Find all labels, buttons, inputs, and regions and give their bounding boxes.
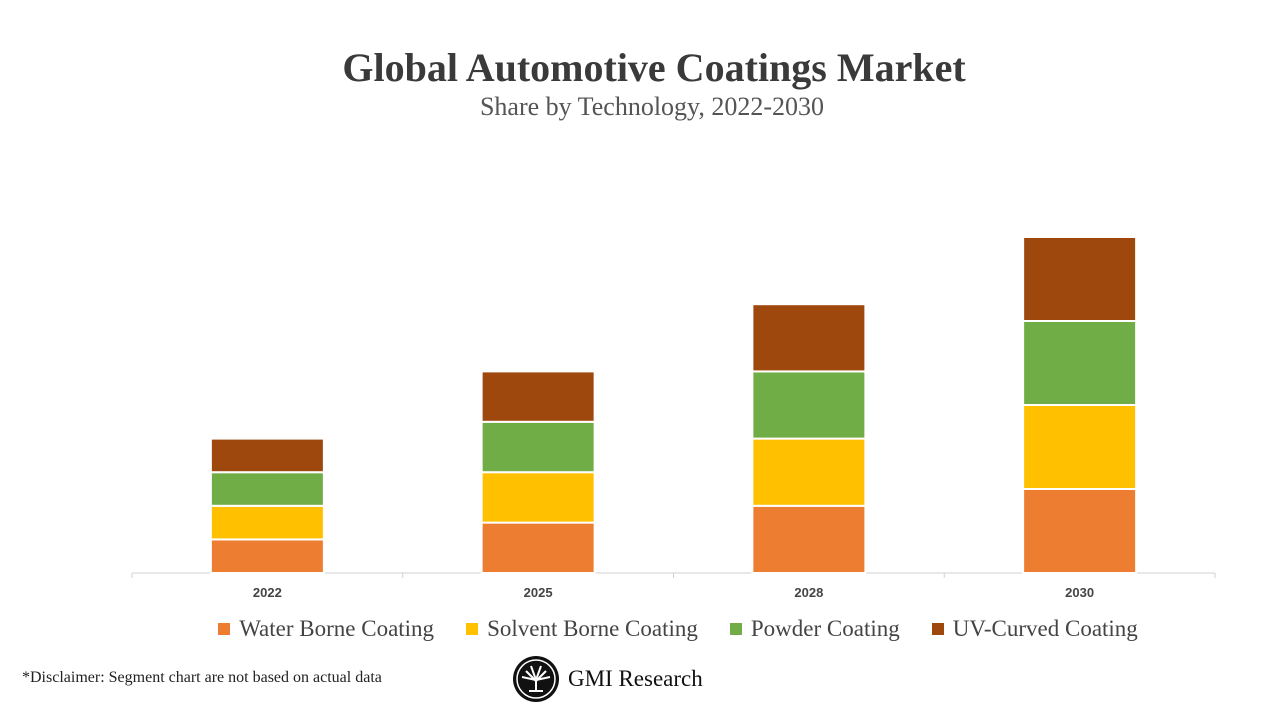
x-tick-label: 2022: [253, 585, 282, 600]
bar-segment-2022-3: [209, 437, 325, 474]
bar-segment-2022-0: [209, 538, 325, 575]
legend-item: Water Borne Coating: [218, 616, 434, 642]
logo-text: GMI Research: [568, 666, 703, 691]
bar-segment-2028-3: [751, 303, 867, 373]
legend-label: UV-Curved Coating: [952, 616, 1138, 641]
bar-segment-2028-2: [751, 370, 867, 440]
bar-segment-2030-3: [1022, 236, 1138, 322]
legend-item: Powder Coating: [729, 616, 900, 642]
legend-label: Solvent Borne Coating: [487, 616, 698, 641]
disclaimer: *Disclaimer: Segment chart are not based…: [22, 669, 382, 686]
legend-swatch: [729, 623, 742, 635]
legend-swatch: [931, 623, 944, 635]
bar-segment-2028-0: [751, 504, 867, 574]
bar-segment-2025-2: [480, 420, 596, 474]
legend-label: Powder Coating: [750, 616, 900, 641]
bar-segment-2028-1: [751, 437, 867, 507]
bar-segment-2022-2: [209, 471, 325, 507]
logo-emblem-icon: [513, 656, 559, 702]
legend-item: Solvent Borne Coating: [466, 616, 698, 642]
bar-segment-2022-1: [209, 504, 325, 541]
legend-label: Water Borne Coating: [239, 616, 435, 641]
x-tick-label: 2030: [1065, 585, 1094, 600]
bar-segment-2030-0: [1022, 488, 1138, 574]
legend-item: UV-Curved Coating: [931, 616, 1138, 642]
bar-segment-2030-1: [1022, 404, 1138, 490]
legend: Water Borne Coating Solvent Borne Coating…: [0, 616, 1280, 642]
bar-segment-2030-2: [1022, 320, 1138, 406]
legend-swatch: [466, 623, 479, 635]
bar-segment-2025-3: [480, 370, 596, 423]
chart-title: Global Automotive Coatings Market: [342, 45, 966, 90]
chart-subtitle: Share by Technology, 2022-2030: [479, 92, 825, 121]
legend-swatch: [218, 623, 231, 635]
bar-segment-2025-1: [480, 471, 596, 524]
gmi-logo: GMI Research: [512, 655, 703, 703]
x-tick-label: 2028: [794, 585, 823, 600]
x-tick-label: 2025: [524, 585, 553, 600]
bar-segment-2025-0: [480, 521, 596, 574]
